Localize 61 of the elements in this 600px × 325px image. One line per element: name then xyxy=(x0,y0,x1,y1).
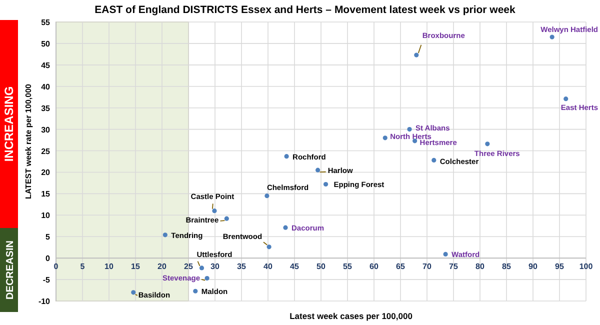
point xyxy=(224,216,229,221)
point xyxy=(564,96,568,102)
x-tick-label: 45 xyxy=(290,262,300,272)
x-tick-label: 20 xyxy=(158,262,167,272)
x-tick-label: 35 xyxy=(237,262,246,272)
y-tick-label: 50 xyxy=(41,39,51,48)
x-tick-label: 65 xyxy=(396,262,406,272)
y-tick-label: 55 xyxy=(41,18,51,27)
text: INCREASING xyxy=(2,86,16,162)
x-tick-label: 25 xyxy=(184,262,194,272)
point xyxy=(382,136,388,140)
point xyxy=(199,266,204,270)
x-tick-label: 75 xyxy=(449,262,458,272)
x-tick-label: 0 xyxy=(54,262,59,272)
point xyxy=(266,244,272,250)
y-tick-label: 0 xyxy=(46,254,51,264)
x-tick-label: 80 xyxy=(476,262,485,272)
y-tick-label: 45 xyxy=(41,60,51,70)
point xyxy=(323,182,328,187)
point xyxy=(443,252,448,257)
y-tick-label: 25 xyxy=(41,146,51,156)
x-axis-title: Latest week cases per 100,000 xyxy=(290,311,413,321)
point xyxy=(414,52,419,58)
x-tick-label: 100 xyxy=(579,262,594,272)
point xyxy=(131,290,136,295)
point xyxy=(162,232,168,238)
y-tick-label: 5 xyxy=(46,232,51,242)
x-tick-label: 10 xyxy=(104,262,114,272)
x-tick-label: 70 xyxy=(422,262,432,272)
point xyxy=(212,208,217,214)
x-tick-label: 50 xyxy=(316,262,326,272)
point xyxy=(485,142,490,146)
point xyxy=(284,154,289,159)
x-tick-label: 90 xyxy=(528,262,538,272)
x-tick-label: 55 xyxy=(343,262,352,272)
x-tick-label: 60 xyxy=(370,262,379,272)
x-tick-label: 15 xyxy=(131,262,140,272)
text: DECREASIN xyxy=(5,240,16,300)
point xyxy=(432,158,436,163)
x-tick-label: 85 xyxy=(502,262,512,272)
point xyxy=(316,168,320,172)
point xyxy=(264,194,270,198)
y-tick-label: 20 xyxy=(41,168,51,178)
x-tick-label: 5 xyxy=(80,262,86,272)
x-tick-label: 95 xyxy=(555,262,564,272)
y-tick-label: 40 xyxy=(41,82,51,92)
x-tick-label: 30 xyxy=(210,262,220,272)
point xyxy=(550,34,554,40)
y-tick-label: 35 xyxy=(41,104,51,113)
point xyxy=(283,225,288,230)
y-axis-title: LATEST week rate per 100,000 xyxy=(24,83,33,200)
y-tick-label: 10 xyxy=(41,211,51,220)
y-tick-label: 30 xyxy=(41,125,51,134)
y-tick-label: -5 xyxy=(42,276,51,285)
point xyxy=(204,276,210,281)
point xyxy=(193,288,198,294)
chart-title: EAST of England DISTRICTS Essex and Herts – Movement latest week vs prior week xyxy=(94,4,516,16)
y-tick-label: 15 xyxy=(41,190,51,199)
point xyxy=(407,127,412,132)
x-tick-label: 40 xyxy=(264,262,273,272)
y-tick-label: -10 xyxy=(38,297,51,306)
